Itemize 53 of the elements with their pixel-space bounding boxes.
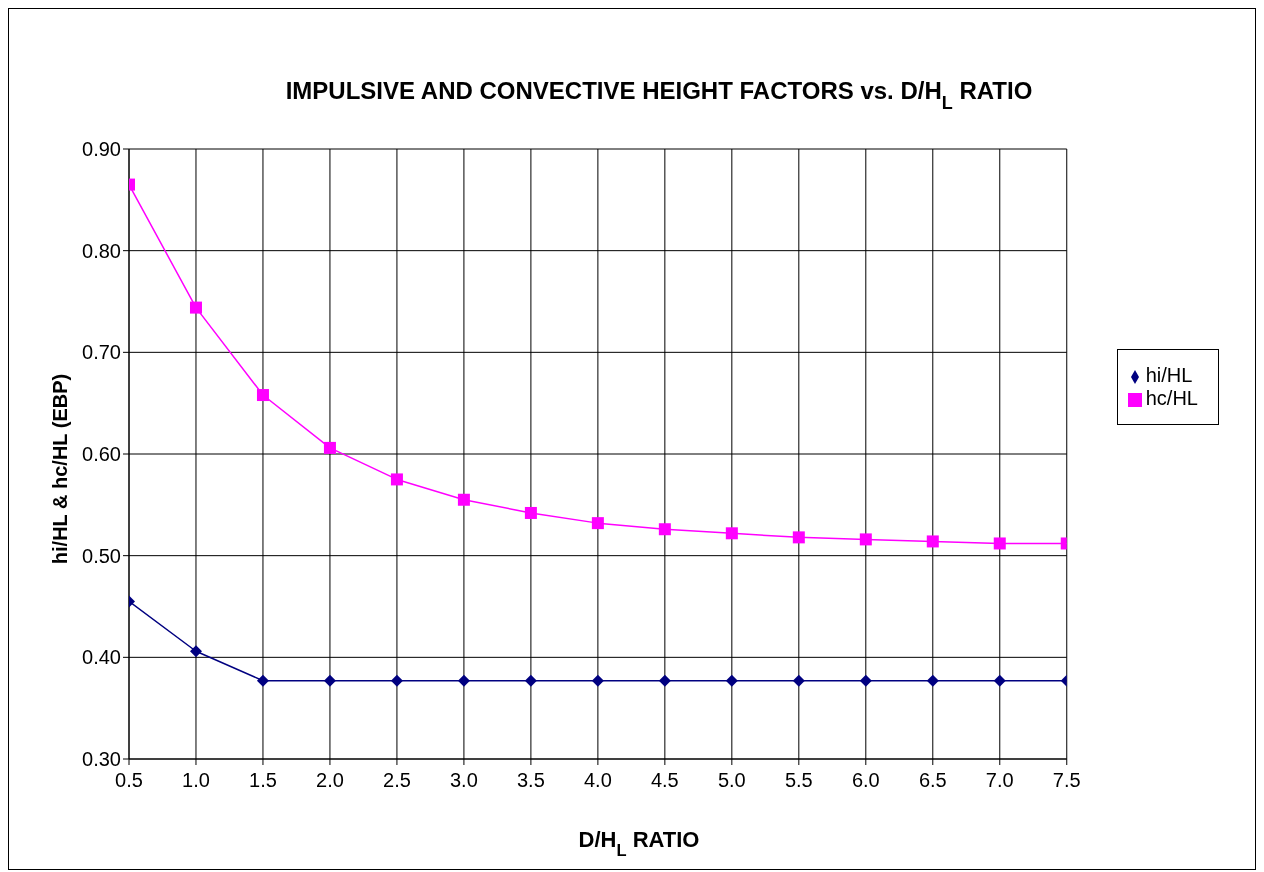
y-tick-label: 0.70: [82, 341, 121, 364]
point: [189, 645, 202, 658]
chart-title: IMPULSIVE AND CONVECTIVE HEIGHT FACTORS vs. D/H$_{L}$ RATIO: [285, 77, 1033, 113]
point: [993, 674, 1006, 687]
y-axis-title: hi/HL & hc/HL (EBP): [49, 373, 71, 565]
x-axis-title: D/H$_{L}$ RATIO: [578, 827, 700, 859]
x-tick-label: 6.0: [851, 769, 880, 792]
y-tick-label: 0.80: [82, 239, 121, 262]
point: [256, 674, 269, 687]
y-tick-label: 0.40: [82, 646, 121, 669]
x-tick-label: 5.5: [784, 769, 813, 792]
point: [993, 537, 1006, 550]
x-tick-label: 3.0: [450, 769, 478, 792]
point: [926, 674, 939, 687]
point: [591, 517, 604, 530]
point: [323, 674, 336, 687]
point: [591, 674, 604, 687]
point: [189, 301, 202, 314]
y-tick-label: 0.50: [82, 544, 121, 567]
x-tick-label: 4.5: [650, 769, 679, 792]
x-tick-label: 4.0: [583, 769, 612, 792]
x-tick-label: 0.5: [115, 769, 143, 792]
point: [859, 533, 872, 546]
point: [457, 493, 470, 506]
point: [859, 674, 872, 687]
x-tick-label: 2.0: [316, 769, 344, 792]
legend-label: hi/HL: [1145, 364, 1193, 386]
legend-label: hc/HL: [1145, 387, 1198, 409]
point: [524, 674, 537, 687]
point: [725, 527, 738, 540]
point: [323, 441, 336, 454]
point: [390, 473, 403, 486]
point: [390, 674, 403, 687]
point: [792, 531, 805, 544]
point: [926, 535, 939, 548]
x-tick-label: 3.5: [516, 769, 545, 792]
point: [725, 674, 738, 687]
x-tick-label: 7.5: [1052, 769, 1081, 792]
y-tick-label: 0.30: [82, 748, 121, 771]
x-tick-label: 5.0: [717, 769, 746, 792]
y-tick-label: 0.90: [82, 138, 121, 161]
point: [792, 674, 805, 687]
x-tick-label: 1.5: [249, 769, 277, 792]
point: [256, 389, 269, 402]
x-tick-label: 1.0: [182, 769, 210, 792]
point: [524, 506, 537, 519]
x-tick-label: 7.0: [985, 769, 1014, 792]
point: [457, 674, 470, 687]
y-tick-label: 0.60: [82, 443, 121, 466]
point: [658, 523, 671, 536]
point: [658, 674, 671, 687]
x-tick-label: 6.5: [918, 769, 947, 792]
x-tick-label: 2.5: [383, 769, 411, 792]
